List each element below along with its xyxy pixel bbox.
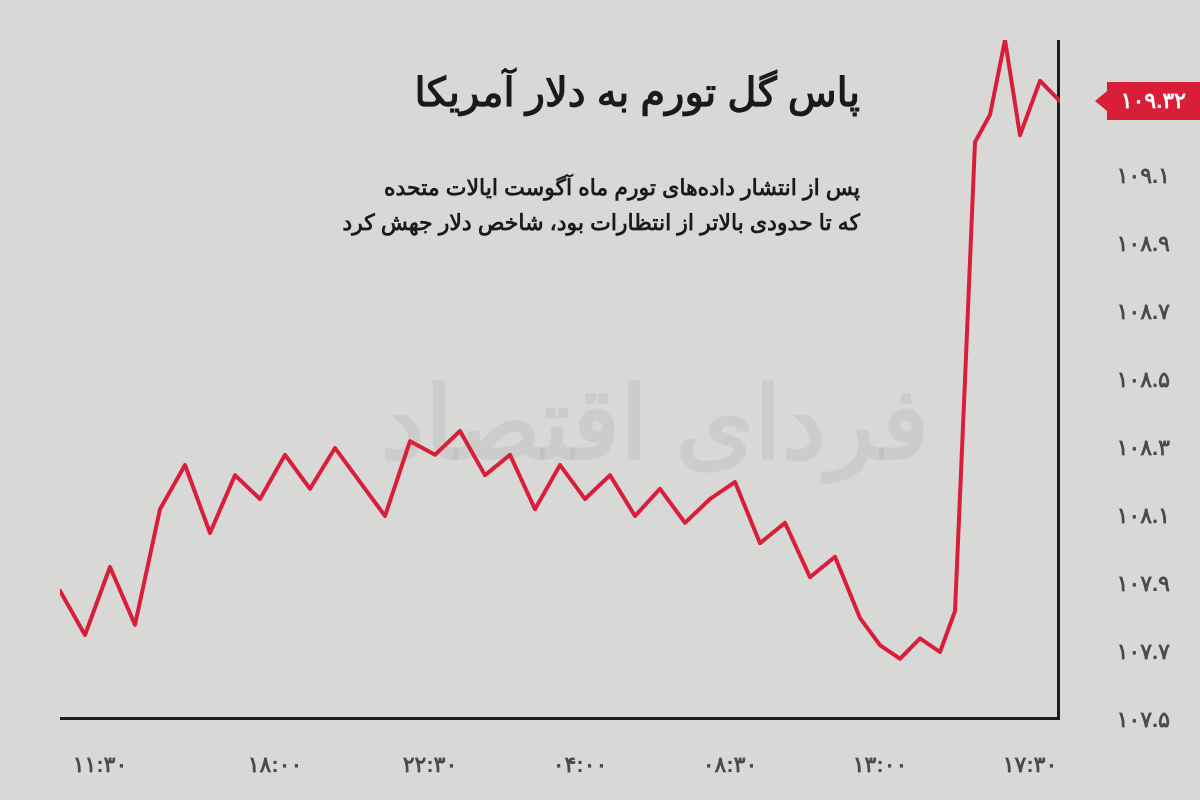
y-tick-label: ۱۰۷.۵ (1117, 707, 1170, 733)
current-price-badge: ۱۰۹.۳۲ (1107, 82, 1200, 120)
x-tick-label: ۱۷:۳۰ (1003, 752, 1058, 778)
y-tick-label: ۱۰۷.۹ (1117, 571, 1170, 597)
y-tick-label: ۱۰۸.۱ (1117, 503, 1170, 529)
y-tick-label: ۱۰۷.۷ (1117, 639, 1170, 665)
x-axis: ۱۱:۳۰ ۱۸:۰۰ ۲۲:۳۰ ۰۴:۰۰ ۰۸:۳۰ ۱۳:۰۰ ۱۷:۳۰ (60, 720, 1060, 800)
x-tick-label: ۱۱:۳۰ (73, 752, 128, 778)
current-price-value: ۱۰۹.۳۲ (1121, 88, 1186, 113)
y-tick-label: ۱۰۸.۹ (1117, 231, 1170, 257)
x-tick-label: ۰۸:۳۰ (703, 752, 758, 778)
line-chart-svg (60, 40, 1060, 720)
y-axis: ۱۰۷.۵۱۰۷.۷۱۰۷.۹۱۰۸.۱۱۰۸.۳۱۰۸.۵۱۰۸.۷۱۰۸.۹… (1060, 40, 1200, 720)
y-tick-label: ۱۰۸.۵ (1117, 367, 1170, 393)
y-tick-label: ۱۰۹.۱ (1117, 163, 1170, 189)
x-tick-label: ۰۴:۰۰ (553, 752, 608, 778)
y-tick-label: ۱۰۸.۳ (1117, 435, 1170, 461)
y-tick-label: ۱۰۸.۷ (1117, 299, 1170, 325)
x-tick-label: ۱۳:۰۰ (853, 752, 908, 778)
x-tick-label: ۲۲:۳۰ (403, 752, 458, 778)
x-tick-label: ۱۸:۰۰ (248, 752, 303, 778)
